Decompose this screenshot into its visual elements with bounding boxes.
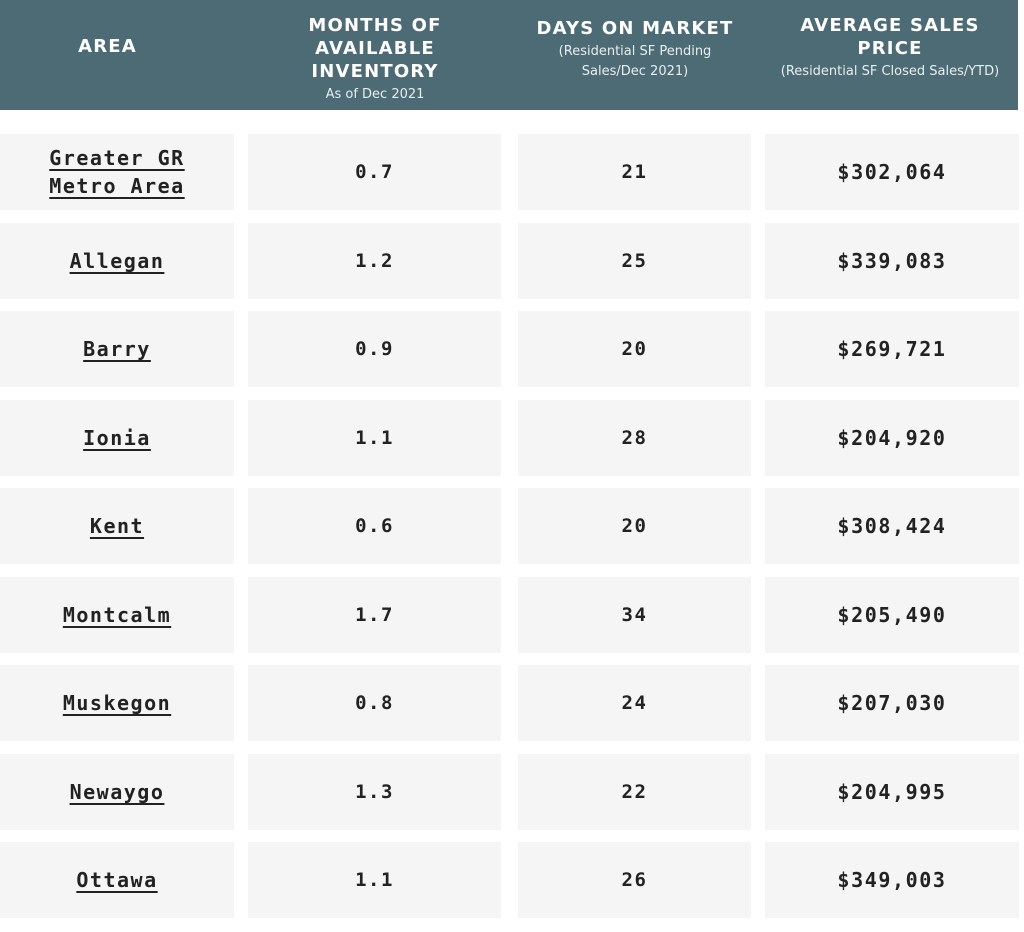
area-link[interactable]: Barry [83,337,151,361]
inventory-cell: 1.1 [248,400,501,476]
header-inventory-title: MONTHS OF AVAILABLE INVENTORY [308,15,442,82]
area-cell: Ionia [0,400,234,476]
price-cell: $204,920 [765,400,1019,476]
inventory-cell: 0.9 [248,311,501,387]
days-cell: 26 [518,842,751,918]
price-cell: $205,490 [765,577,1019,653]
header-price-subtitle: (Residential SF Closed Sales/YTD) [780,64,1000,79]
price-cell: $308,424 [765,488,1019,564]
days-on-market-value: 22 [621,781,648,803]
average-price-value: $207,030 [837,691,947,715]
inventory-value: 0.9 [355,338,394,360]
days-on-market-value: 20 [621,515,648,537]
area-link[interactable]: Ionia [83,426,151,450]
average-price-value: $204,920 [837,426,947,450]
days-on-market-value: 25 [621,250,648,272]
area-link[interactable]: Muskegon [62,691,172,715]
header-price-column: AVERAGE SALES PRICE (Residential SF Clos… [760,0,1020,110]
days-cell: 20 [518,488,751,564]
days-on-market-value: 24 [621,692,648,714]
header-days-column: DAYS ON MARKET (Residential SF Pending S… [515,0,755,110]
inventory-cell: 0.6 [248,488,501,564]
header-days-title: DAYS ON MARKET [536,18,734,39]
inventory-cell: 0.8 [248,665,501,741]
area-cell: Newaygo [0,754,234,830]
header-days-subtitle: (Residential SF Pending Sales/Dec 2021) [558,44,712,79]
price-cell: $339,083 [765,223,1019,299]
days-cell: 20 [518,311,751,387]
header-price-title: AVERAGE SALES PRICE [800,15,980,59]
header-inventory-column: MONTHS OF AVAILABLE INVENTORY As of Dec … [245,0,505,110]
header-area-column: AREA [0,0,215,110]
area-cell: Allegan [0,223,234,299]
average-price-value: $204,995 [837,780,947,804]
area-cell: Barry [0,311,234,387]
inventory-cell: 1.3 [248,754,501,830]
area-cell: Ottawa [0,842,234,918]
average-price-value: $308,424 [837,514,947,538]
area-cell: Kent [0,488,234,564]
inventory-value: 0.6 [355,515,394,537]
inventory-value: 1.1 [355,869,394,891]
price-cell: $207,030 [765,665,1019,741]
average-price-value: $302,064 [837,160,947,184]
price-cell: $204,995 [765,754,1019,830]
area-cell: Muskegon [0,665,234,741]
days-cell: 28 [518,400,751,476]
table-header: AREA MONTHS OF AVAILABLE INVENTORY As of… [0,0,1018,110]
inventory-value: 1.1 [355,427,394,449]
average-price-value: $339,083 [837,249,947,273]
header-inventory-subtitle: As of Dec 2021 [325,87,425,102]
inventory-cell: 0.7 [248,134,501,210]
area-link[interactable]: Montcalm [62,603,172,627]
area-link[interactable]: Ottawa [76,868,158,892]
inventory-value: 0.8 [355,692,394,714]
area-link[interactable]: Newaygo [69,780,165,804]
inventory-value: 0.7 [355,161,394,183]
inventory-cell: 1.2 [248,223,501,299]
days-on-market-value: 21 [621,161,648,183]
average-price-value: $349,003 [837,868,947,892]
area-link[interactable]: Greater GR Metro Area [49,146,185,198]
price-cell: $302,064 [765,134,1019,210]
days-cell: 24 [518,665,751,741]
days-cell: 34 [518,577,751,653]
days-cell: 22 [518,754,751,830]
inventory-value: 1.2 [355,250,394,272]
days-cell: 25 [518,223,751,299]
average-price-value: $269,721 [837,337,947,361]
area-link[interactable]: Kent [89,514,145,538]
days-on-market-value: 20 [621,338,648,360]
inventory-value: 1.7 [355,604,394,626]
days-on-market-value: 28 [621,427,648,449]
average-price-value: $205,490 [837,603,947,627]
area-link[interactable]: Allegan [69,249,165,273]
area-cell: Montcalm [0,577,234,653]
price-cell: $349,003 [765,842,1019,918]
inventory-value: 1.3 [355,781,394,803]
days-on-market-value: 26 [621,869,648,891]
inventory-cell: 1.7 [248,577,501,653]
header-area-title: AREA [78,36,137,57]
price-cell: $269,721 [765,311,1019,387]
area-cell: Greater GR Metro Area [0,134,234,210]
days-cell: 21 [518,134,751,210]
days-on-market-value: 34 [621,604,648,626]
inventory-cell: 1.1 [248,842,501,918]
